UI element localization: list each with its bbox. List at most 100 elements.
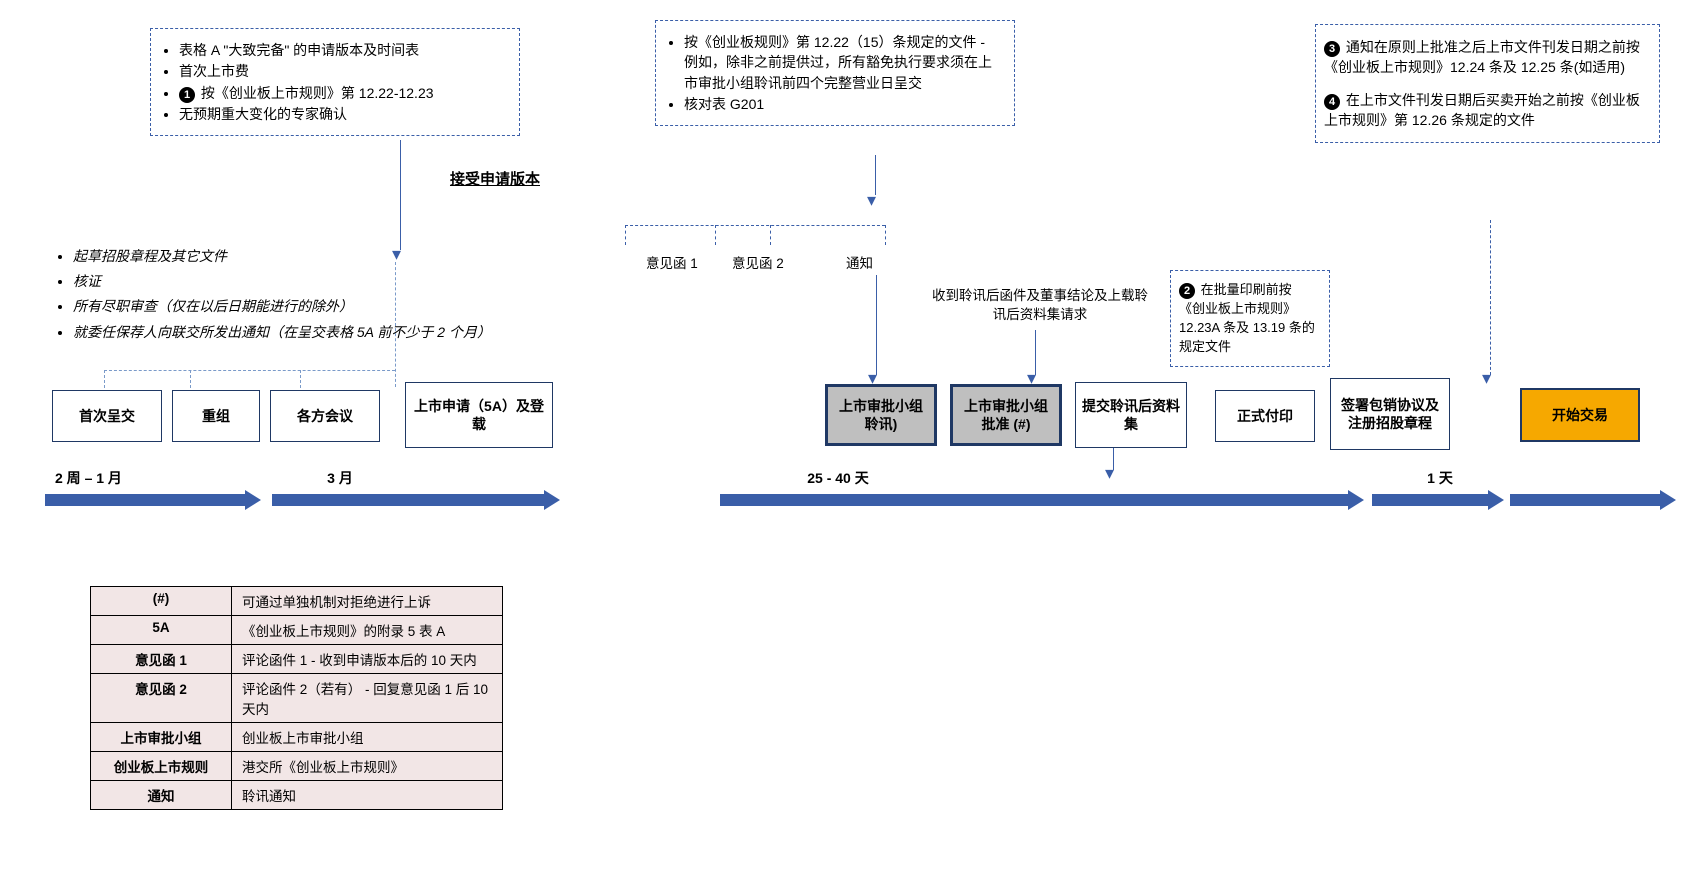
timeline-arrow-4 xyxy=(1372,494,1488,506)
callout-item: 核对表 G201 xyxy=(684,94,1000,114)
opinion-bracket xyxy=(625,225,885,226)
box-label: 开始交易 xyxy=(1552,406,1608,424)
callout-connector xyxy=(400,140,401,250)
box-formal-printing: 正式付印 xyxy=(1215,390,1315,442)
timeline-arrow-3 xyxy=(720,494,1348,506)
bracket-tick xyxy=(885,225,886,245)
prephase-item: 起草招股章程及其它文件 xyxy=(73,244,505,269)
legend-val: 《创业板上市规则》的附录 5 表 A xyxy=(232,616,503,645)
legend-key: 创业板上市规则 xyxy=(91,752,232,781)
callout-text: 通知在原则上批准之后上市文件刊发日期之前按《创业板上市规则》12.24 条及 1… xyxy=(1324,39,1640,75)
box-reorganisation: 重组 xyxy=(172,390,260,442)
legend-table: (#)可通过单独机制对拒绝进行上诉 5A《创业板上市规则》的附录 5 表 A 意… xyxy=(90,586,503,810)
callout-text: 在批量印刷前按《创业板上市规则》12.23A 条及 13.19 条的规定文件 xyxy=(1179,282,1315,354)
duration-label: 25 - 40 天 xyxy=(778,468,898,488)
legend-row: 5A《创业板上市规则》的附录 5 表 A xyxy=(91,616,503,645)
legend-val: 港交所《创业板上市规则》 xyxy=(232,752,503,781)
legend-val: 评论函件 1 - 收到申请版本后的 10 天内 xyxy=(232,645,503,674)
post-hearing-receive-note: 收到聆讯后函件及董事结论及上载聆讯后资料集请求 xyxy=(930,287,1150,325)
callout-item: 首次上市费 xyxy=(179,61,505,81)
box-listing-committee-hearing: 上市审批小组聆讯) xyxy=(825,384,937,446)
chevron-down-icon: ▾ xyxy=(867,190,876,211)
timeline-arrow-1 xyxy=(45,494,245,506)
box-sign-underwriting: 签署包销协议及注册招股章程 xyxy=(1330,378,1450,450)
legend-row: (#)可通过单独机制对拒绝进行上诉 xyxy=(91,587,503,616)
box-label: 提交聆讯后资料集 xyxy=(1082,397,1180,433)
circled-2-icon: 2 xyxy=(1179,283,1195,299)
callout-post-approval-notice: 3 通知在原则上批准之后上市文件刊发日期之前按《创业板上市规则》12.24 条及… xyxy=(1315,24,1660,143)
box-submit-post-hearing-pack: 提交聆讯后资料集 xyxy=(1075,382,1187,448)
legend-row: 上市审批小组创业板上市审批小组 xyxy=(91,723,503,752)
opinion-connector xyxy=(876,275,877,375)
bracket-tick xyxy=(625,225,626,245)
callout-item: 表格 A "大致完备" 的申请版本及时间表 xyxy=(179,40,505,60)
duration-label: 2 周 – 1 月 xyxy=(55,468,185,488)
callout-connector xyxy=(875,155,876,195)
callout-connector xyxy=(1490,220,1491,375)
arrow-head-icon xyxy=(544,490,560,510)
legend-val: 评论函件 2（若有） - 回复意见函 1 后 10 天内 xyxy=(232,674,503,723)
box-label: 签署包销协议及注册招股章程 xyxy=(1337,396,1443,432)
arrow-head-icon xyxy=(1660,490,1676,510)
accept-application-heading: 接受申请版本 xyxy=(430,168,560,189)
callout-hearing-documents: 按《创业板规则》第 12.22（15）条规定的文件 - 例如，除非之前提供过，所… xyxy=(655,20,1015,126)
prephase-item: 就委任保荐人向联交所发出通知（在呈交表格 5A 前不少于 2 个月） xyxy=(73,320,505,345)
box-listing-committee-approval: 上市审批小组批准 (#) xyxy=(950,384,1062,446)
prephase-item: 所有尽职审查（仅在以后日期能进行的除外） xyxy=(73,294,505,319)
callout-text: 在上市文件刊发日期后买卖开始之前按《创业板上市规则》第 12.26 条规定的文件 xyxy=(1324,92,1640,128)
prephase-connector xyxy=(395,262,396,387)
circled-1-icon: 1 xyxy=(179,87,195,103)
timeline-arrow-end xyxy=(1510,494,1660,506)
legend-key: 5A xyxy=(91,616,232,645)
callout-item-text: 按《创业板上市规则》第 12.22-12.23 xyxy=(201,85,434,101)
box-all-parties-meeting: 各方会议 xyxy=(270,390,380,442)
legend-row: 意见函 1评论函件 1 - 收到申请版本后的 10 天内 xyxy=(91,645,503,674)
duration-label: 1 天 xyxy=(1400,468,1480,488)
legend-key: 上市审批小组 xyxy=(91,723,232,752)
callout-application-version: 表格 A "大致完备" 的申请版本及时间表 首次上市费 1 按《创业板上市规则》… xyxy=(150,28,520,136)
legend-key: 意见函 1 xyxy=(91,645,232,674)
arrow-head-icon xyxy=(245,490,261,510)
box-label: 各方会议 xyxy=(297,407,353,425)
prephase-connector xyxy=(190,370,191,388)
legend-val: 可通过单独机制对拒绝进行上诉 xyxy=(232,587,503,616)
notice-label: 通知 xyxy=(846,252,873,272)
box-commence-trading: 开始交易 xyxy=(1520,388,1640,442)
box-label: 上市审批小组批准 (#) xyxy=(959,397,1053,433)
duration-label: 3 月 xyxy=(300,468,380,488)
box-label: 上市申请（5A）及登载 xyxy=(412,397,546,433)
legend-key: 通知 xyxy=(91,781,232,810)
box-listing-application: 上市申请（5A）及登载 xyxy=(405,382,553,448)
callout-item: 无预期重大变化的专家确认 xyxy=(179,104,505,124)
legend-val: 聆讯通知 xyxy=(232,781,503,810)
box-label: 首次呈交 xyxy=(79,407,135,425)
opinion-letter-2-label: 意见函 2 xyxy=(732,252,784,272)
legend-row: 意见函 2评论函件 2（若有） - 回复意见函 1 后 10 天内 xyxy=(91,674,503,723)
bracket-tick xyxy=(715,225,716,245)
legend-key: (#) xyxy=(91,587,232,616)
chevron-down-icon: ▾ xyxy=(1105,463,1114,484)
circled-4-icon: 4 xyxy=(1324,94,1340,110)
legend-val: 创业板上市审批小组 xyxy=(232,723,503,752)
legend-key: 意见函 2 xyxy=(91,674,232,723)
circled-3-icon: 3 xyxy=(1324,41,1340,57)
bracket-tick xyxy=(770,225,771,245)
arrow-head-icon xyxy=(1348,490,1364,510)
callout-bulk-print: 2 在批量印刷前按《创业板上市规则》12.23A 条及 13.19 条的规定文件 xyxy=(1170,270,1330,367)
box-first-submission: 首次呈交 xyxy=(52,390,162,442)
legend-row: 通知聆讯通知 xyxy=(91,781,503,810)
box-label: 重组 xyxy=(202,407,230,425)
timeline-arrow-2 xyxy=(272,494,544,506)
box-label: 正式付印 xyxy=(1237,407,1293,425)
prephase-connector xyxy=(104,370,105,388)
prephase-activities: 起草招股章程及其它文件 核证 所有尽职审查（仅在以后日期能进行的除外） 就委任保… xyxy=(55,244,505,345)
prephase-connector xyxy=(300,370,301,388)
callout-item: 1 按《创业板上市规则》第 12.22-12.23 xyxy=(179,83,505,103)
callout-item: 按《创业板规则》第 12.22（15）条规定的文件 - 例如，除非之前提供过，所… xyxy=(684,32,1000,93)
chevron-down-icon: ▾ xyxy=(1482,368,1491,389)
arrow-head-icon xyxy=(1488,490,1504,510)
prephase-bracket xyxy=(104,370,395,371)
opinion-letter-1-label: 意见函 1 xyxy=(646,252,698,272)
box-label: 上市审批小组聆讯) xyxy=(834,397,928,433)
prephase-item: 核证 xyxy=(73,269,505,294)
